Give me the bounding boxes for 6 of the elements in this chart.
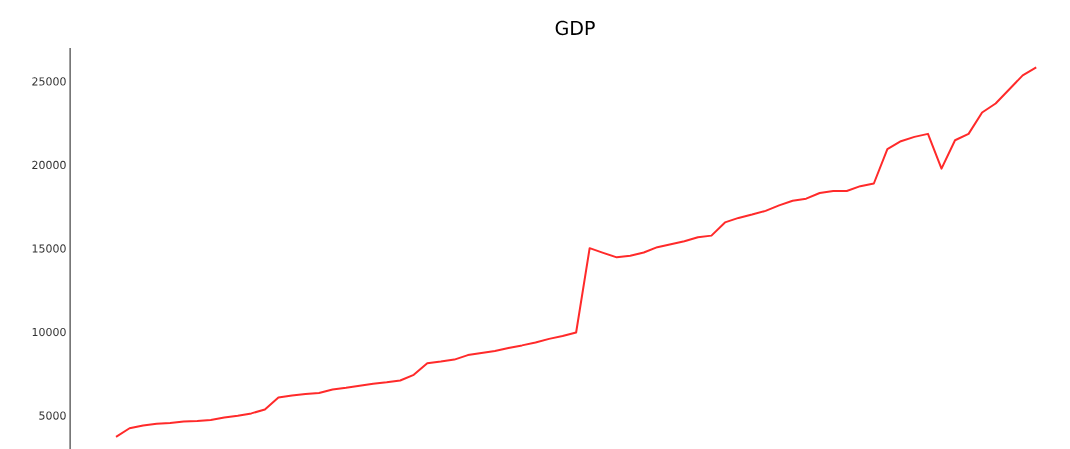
chart-title: GDP	[555, 20, 595, 36]
y-tick-label: 15000	[32, 244, 66, 253]
y-tick-label: 20000	[32, 160, 66, 170]
y-tick-label: 25000	[32, 77, 66, 86]
y-tick-label: 5000	[39, 411, 66, 420]
y-tick-label: 10000	[32, 327, 66, 337]
